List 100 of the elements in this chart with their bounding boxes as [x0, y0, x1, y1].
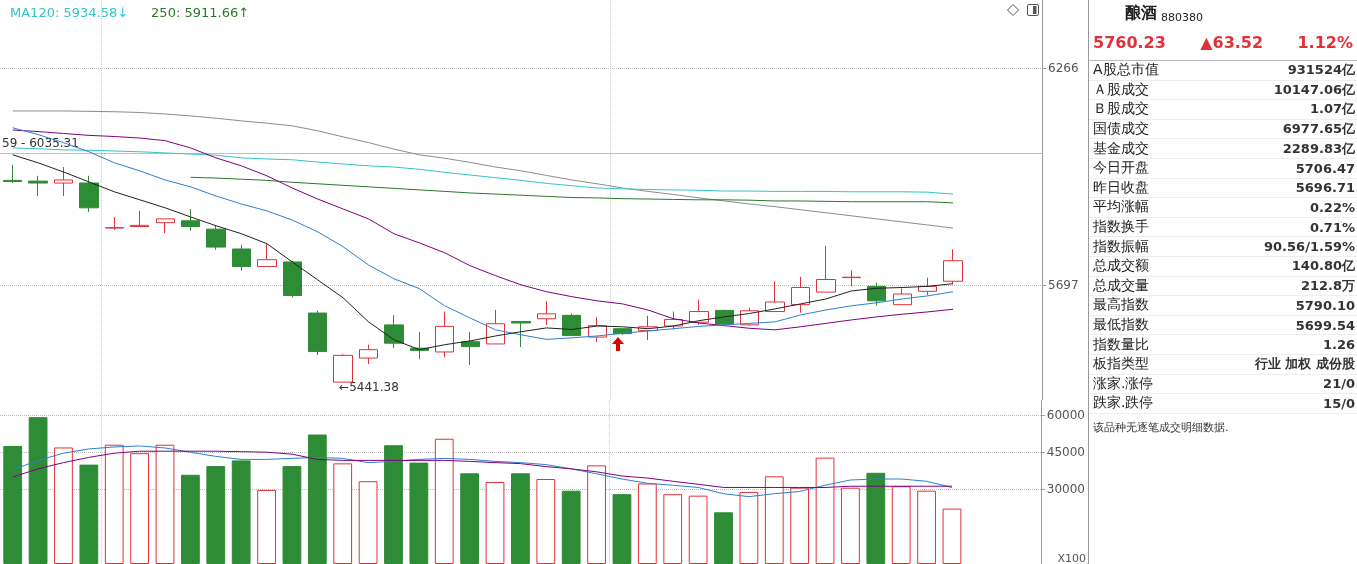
- category-label: 指数换手: [1093, 218, 1149, 237]
- category-label: 最低指数: [1093, 316, 1149, 334]
- line-series: [12, 445, 953, 498]
- y-tick-label: 5697: [1048, 277, 1079, 292]
- text: 90.56/1.59%: [1264, 239, 1355, 255]
- text: 212.8万: [1300, 277, 1355, 293]
- text: MA120: 5934.58↓: [10, 4, 129, 20]
- bar: [409, 462, 429, 564]
- text: 5706.47: [1295, 160, 1355, 176]
- category-label: 最高指数: [1093, 296, 1149, 315]
- line-series: [12, 147, 954, 195]
- candlestick: [384, 314, 404, 349]
- category-label: Ｂ股成交: [1093, 100, 1149, 119]
- category-label: 总成交量: [1093, 276, 1149, 295]
- text: 0.22%: [1309, 199, 1355, 215]
- text: 5790.10: [1295, 297, 1355, 313]
- category-label: 基金成交: [1093, 139, 1149, 158]
- text: 酿酒: [1125, 3, 1157, 24]
- category-label: 昨日收盘: [1093, 178, 1149, 197]
- bar: [307, 434, 327, 564]
- bar: [282, 466, 302, 564]
- candlestick: [308, 310, 327, 356]
- category-label: 国债成交: [1093, 120, 1149, 139]
- text: 15/0: [1323, 395, 1355, 411]
- line-series: [12, 450, 953, 488]
- line-series: [190, 176, 954, 204]
- text: 21/0: [1323, 376, 1355, 392]
- text: 行业 加权 成份股: [1254, 356, 1355, 372]
- candlestick: [3, 164, 22, 184]
- candlestick: [28, 175, 48, 197]
- text: 5699.54: [1295, 317, 1355, 333]
- text: 10147.06亿: [1273, 81, 1355, 97]
- category-label: 指数量比: [1093, 335, 1149, 354]
- text: 5696.71: [1295, 180, 1355, 196]
- candlestick: [105, 216, 124, 231]
- bar: [3, 445, 23, 564]
- candlestick: [689, 299, 709, 326]
- category-label: Ａ股成交: [1093, 80, 1149, 99]
- candlestick: [511, 320, 531, 348]
- bar: [79, 464, 99, 564]
- candlestick: [943, 248, 963, 285]
- text: 0.71%: [1309, 219, 1355, 235]
- bar: [231, 460, 251, 564]
- candlestick: [257, 243, 277, 268]
- y-tick-label: 45000: [1046, 445, 1086, 460]
- bar: [612, 494, 632, 564]
- candlestick: [791, 276, 810, 314]
- annotation: ←5441.38: [339, 380, 399, 395]
- bar: [28, 417, 48, 564]
- bar: [511, 473, 530, 564]
- category-label: 平均涨幅: [1093, 198, 1149, 217]
- bar: [181, 474, 200, 564]
- candlestick: [867, 282, 886, 307]
- text: 931524亿: [1287, 62, 1355, 78]
- bar: [384, 445, 403, 564]
- candlestick: [130, 210, 149, 228]
- line-series: [12, 154, 954, 351]
- text: ▲63.52: [1200, 32, 1264, 52]
- candlestick: [79, 175, 99, 213]
- bar: [714, 512, 733, 564]
- candlestick: [461, 331, 480, 366]
- y-tick-label: 6266: [1048, 60, 1079, 75]
- text: 2289.83亿: [1282, 140, 1355, 156]
- candlestick: [435, 311, 454, 358]
- candlestick: [181, 208, 200, 232]
- candlestick: [893, 287, 912, 306]
- y-axis-title: X100: [1057, 552, 1086, 564]
- candlestick: [283, 260, 302, 298]
- bar: [561, 490, 581, 564]
- category-label: 今日开盘: [1093, 159, 1149, 178]
- y-tick-label: 30000: [1046, 482, 1086, 497]
- category-label: 涨家.涨停: [1093, 374, 1154, 393]
- candlestick: [918, 277, 937, 296]
- text: 6977.65亿: [1282, 121, 1355, 137]
- bar: [206, 466, 226, 564]
- text: 1.12%: [1297, 32, 1353, 52]
- text: 880380: [1161, 11, 1203, 24]
- category-label: 指数振幅: [1093, 237, 1149, 256]
- text: 1.07亿: [1309, 101, 1355, 117]
- category-label: A股总市值: [1093, 61, 1159, 80]
- candlestick: [359, 344, 378, 365]
- y-tick-label: 60000: [1046, 407, 1086, 422]
- candlestick: [816, 245, 836, 293]
- text: 250: 5911.66↑: [151, 4, 250, 20]
- category-label: 跌家.跌停: [1093, 394, 1154, 413]
- candlestick: [537, 300, 556, 326]
- category-label: 板指类型: [1093, 355, 1149, 374]
- bar: [460, 473, 480, 564]
- text: 1.26: [1322, 337, 1355, 353]
- text: 140.80亿: [1291, 258, 1355, 274]
- candlestick: [156, 218, 175, 234]
- candlestick: [206, 224, 226, 251]
- text: 该品种无逐笔成交明细数据.: [1092, 419, 1230, 436]
- candlestick: [232, 244, 251, 272]
- category-label: 总成交额: [1093, 257, 1149, 276]
- text: 5760.23: [1093, 32, 1166, 52]
- candlestick: [54, 166, 73, 197]
- candlestick: [842, 269, 861, 287]
- bar: [866, 472, 886, 564]
- candlestick: [562, 312, 581, 337]
